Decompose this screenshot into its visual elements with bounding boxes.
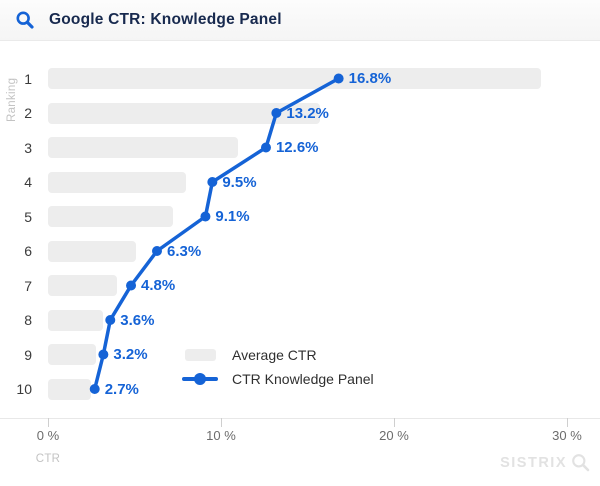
data-point-label: 9.5% [222, 173, 257, 191]
data-point-dot [89, 384, 100, 394]
sistrix-logo-text: SISTRIX [500, 454, 567, 471]
sistrix-logo: SISTRIX [500, 453, 590, 472]
average-ctr-bar [48, 344, 97, 365]
y-tick-label: 10 [16, 381, 32, 397]
data-point-label: 12.6% [275, 139, 319, 156]
x-tick-label: 10 % [206, 428, 236, 443]
x-tick-mark [567, 418, 568, 427]
data-point-dot [207, 177, 218, 187]
plot-area: Ranking 1 2 3 4 5 6 7 8 9 10 16.8% 13.2% 12.6% 9.5% 9… [0, 40, 600, 486]
data-point-label: 16.8% [348, 70, 392, 87]
y-tick-label: 6 [24, 243, 32, 259]
x-tick-mark [221, 418, 222, 427]
legend-label-average-ctr: Average CTR [232, 347, 317, 363]
data-point-label: 4.8% [141, 277, 176, 294]
y-tick-label: 8 [24, 312, 32, 328]
y-tick-label: 5 [24, 208, 32, 225]
magnifier-icon [572, 454, 590, 472]
data-point-label: 6.3% [166, 242, 202, 260]
data-point-dot [105, 315, 116, 325]
legend: Average CTR CTR Knowledge Panel [182, 343, 374, 391]
x-tick-mark [394, 418, 395, 427]
data-point-dot [126, 280, 137, 291]
search-icon [16, 11, 34, 29]
average-ctr-bar [48, 137, 239, 158]
average-ctr-bar [48, 206, 173, 227]
data-point-dot [151, 246, 162, 256]
legend-swatch-knowledge-panel [182, 373, 218, 385]
average-ctr-bar [48, 275, 118, 296]
legend-item-knowledge-panel: CTR Knowledge Panel [182, 367, 374, 391]
legend-dot-icon [194, 373, 206, 385]
y-tick-label: 4 [24, 174, 32, 190]
y-tick-label: 1 [24, 70, 32, 87]
average-ctr-bar [48, 309, 104, 331]
legend-item-average-ctr: Average CTR [182, 343, 374, 367]
data-point-dot [98, 349, 109, 360]
legend-swatch-average-ctr [185, 349, 216, 361]
x-axis-label: CTR [35, 453, 61, 465]
average-ctr-bar [48, 378, 92, 400]
y-tick-label: 7 [24, 277, 32, 294]
average-ctr-bar [48, 240, 137, 262]
data-point-label: 9.1% [215, 208, 250, 225]
y-tick-label: 2 [24, 105, 32, 121]
data-point-dot [200, 211, 211, 222]
y-tick-label: 9 [24, 346, 32, 363]
x-axis-line [0, 418, 600, 419]
average-ctr-bar [48, 102, 320, 124]
header: Google CTR: Knowledge Panel [0, 0, 600, 41]
data-point-label: 3.6% [120, 311, 155, 329]
data-point-label: 13.2% [286, 104, 329, 122]
data-point-dot [260, 142, 271, 153]
average-ctr-bar [48, 171, 187, 193]
x-tick-label: 30 % [552, 428, 582, 443]
legend-label-knowledge-panel: CTR Knowledge Panel [232, 371, 374, 387]
x-tick-label: 20 % [379, 428, 409, 443]
y-tick-label: 3 [24, 139, 32, 156]
average-ctr-bar [48, 68, 542, 89]
data-point-label: 2.7% [104, 380, 139, 398]
x-tick-label: 0 % [36, 428, 60, 443]
data-point-label: 3.2% [113, 346, 148, 363]
x-tick-mark [48, 418, 49, 427]
chart-title: Google CTR: Knowledge Panel [49, 11, 282, 28]
